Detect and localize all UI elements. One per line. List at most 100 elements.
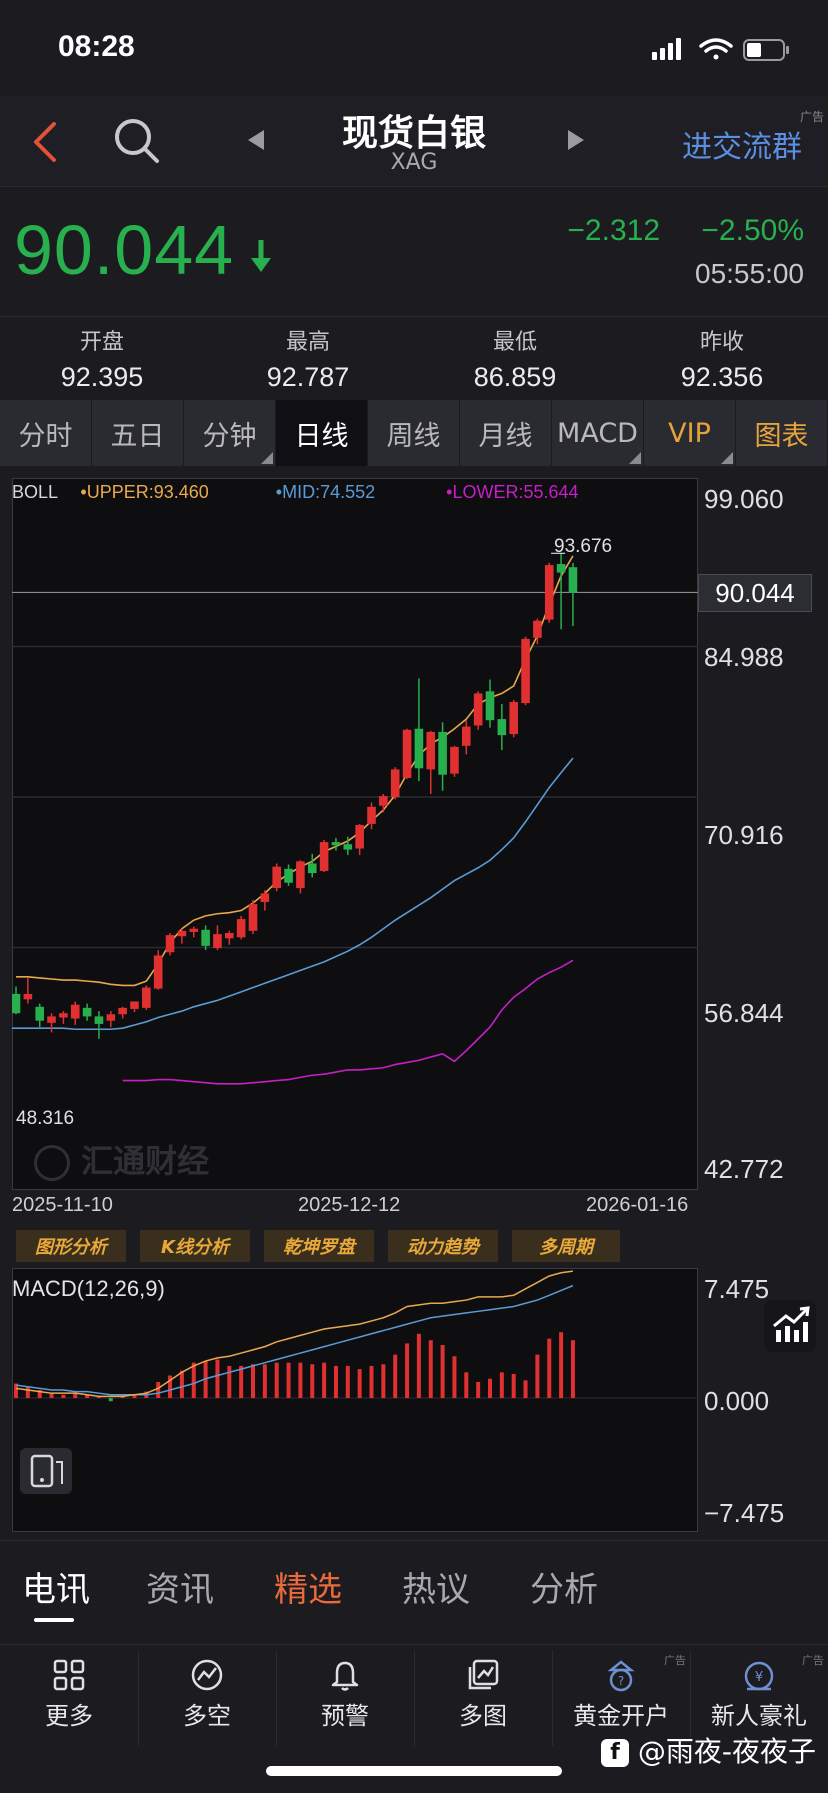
macd-histogram-bar [262, 1364, 267, 1398]
candle-body [153, 955, 163, 989]
macd-label: MACD(12,26,9) [12, 1276, 165, 1301]
candle-body [509, 701, 518, 735]
news-tab-discussion[interactable]: 热议 [402, 1570, 470, 1610]
macd-histogram-bar [405, 1343, 410, 1398]
active-tab-indicator [34, 1618, 74, 1622]
tab-label: 周线 [386, 420, 441, 452]
bottom-nav-long-short[interactable]: 多空 [138, 1650, 277, 1746]
kline-chart[interactable] [12, 478, 698, 1190]
status-time: 08:28 [58, 30, 135, 63]
date-label: 2025-11-10 [12, 1194, 113, 1216]
grid-icon [53, 1659, 85, 1691]
candle-body [556, 564, 566, 573]
news-tab-info[interactable]: 资讯 [146, 1570, 214, 1610]
prev-instrument-icon[interactable] [244, 128, 268, 152]
bottom-nav-more[interactable]: 更多 [0, 1650, 139, 1746]
tab-1[interactable]: 五日 [92, 400, 184, 466]
macd-histogram-bar [49, 1393, 54, 1398]
price-change: −2.312 [567, 214, 660, 247]
tab-label: 图表 [754, 420, 809, 452]
tab-6[interactable]: MACD [552, 400, 644, 466]
tab-2[interactable]: 分钟 [184, 400, 276, 466]
news-tab-analysis[interactable]: 分析 [530, 1570, 598, 1610]
candle-body [331, 842, 341, 846]
macd-histogram-bar [369, 1365, 374, 1398]
macd-histogram-bar [120, 1396, 125, 1398]
candle-body [307, 863, 317, 874]
home-indicator[interactable] [266, 1766, 562, 1776]
date-label: 2025-12-12 [298, 1194, 401, 1216]
bottom-nav-new-user-gift[interactable]: 广告 ¥ 新人豪礼 [690, 1650, 828, 1746]
macd-histogram-bar [227, 1365, 232, 1398]
bottom-nav-label: 更多 [45, 1702, 93, 1730]
bottom-nav-multi-chart[interactable]: 多图 [414, 1650, 553, 1746]
search-icon[interactable] [112, 116, 162, 166]
macd-panel[interactable] [12, 1268, 698, 1532]
candle-body [390, 769, 400, 798]
kline-chart-panel[interactable] [12, 478, 698, 1190]
macd-histogram-bar [14, 1383, 18, 1398]
candle-body [35, 1006, 44, 1021]
ad-tag: 广告 [802, 1654, 824, 1667]
stat-label: 最高 [285, 330, 330, 355]
tab-4[interactable]: 周线 [368, 400, 460, 466]
bottom-nav-label: 新人豪礼 [711, 1702, 807, 1730]
macd-histogram-bar [61, 1394, 66, 1398]
macd-histogram-bar [464, 1372, 469, 1398]
macd-histogram-bar [132, 1394, 137, 1398]
next-instrument-icon[interactable] [564, 128, 588, 152]
wifi-icon [699, 38, 733, 60]
macd-histogram-bar [191, 1362, 196, 1398]
candle-body [544, 565, 554, 620]
boll-upper-label: •UPPER:93.460 [80, 482, 209, 502]
cellular-signal-icon [652, 38, 681, 60]
macd-dea-line [15, 1284, 574, 1396]
svg-text:¥: ¥ [755, 1670, 763, 1685]
macd-dif-line [15, 1270, 574, 1398]
tab-label: VIP [668, 417, 711, 449]
tool-pattern-analysis-button[interactable]: 图形分析 [16, 1230, 126, 1262]
tool-kline-analysis-button[interactable]: K线分析 [140, 1230, 250, 1262]
candle-body [462, 726, 471, 746]
boll-label: BOLL [12, 482, 58, 502]
news-tab-telegraph[interactable]: 电讯 [22, 1570, 90, 1610]
indicator-switch-button[interactable] [20, 1448, 72, 1494]
back-arrow-icon[interactable] [30, 120, 60, 164]
tab-label: 五日 [110, 420, 165, 452]
bottom-nav-gold-account[interactable]: 广告 ? 黄金开户 [552, 1650, 691, 1746]
trend-chart-icon [773, 1306, 810, 1342]
macd-y-label: −7.475 [704, 1498, 785, 1528]
candle-body [533, 620, 542, 638]
tab-3[interactable]: 日线 [276, 400, 368, 466]
instrument-title: 现货白银 [341, 113, 486, 154]
macd-histogram-bar [452, 1356, 457, 1398]
join-group-link[interactable]: 进交流群 [682, 130, 802, 165]
candle-body [367, 806, 376, 824]
macd-chart[interactable] [12, 1268, 698, 1532]
stat-value: 92.787 [266, 362, 350, 392]
tab-0[interactable]: 分时 [0, 400, 92, 466]
macd-histogram-bar [85, 1394, 90, 1398]
bottom-nav-label: 预警 [321, 1702, 369, 1730]
y-axis-label: 99.060 [704, 484, 784, 514]
stat-value: 86.859 [473, 362, 557, 392]
candle-body [414, 728, 424, 769]
tool-compass-button[interactable]: 乾坤罗盘 [264, 1230, 374, 1262]
tab-5[interactable]: 月线 [460, 400, 552, 466]
bottom-nav-alert[interactable]: 预警 [276, 1650, 415, 1746]
stat-label: 最低 [492, 330, 537, 355]
tool-momentum-button[interactable]: 动力趋势 [388, 1230, 498, 1262]
macd-histogram-bar [333, 1365, 338, 1398]
stat-value: 92.395 [60, 362, 144, 392]
macd-histogram-bar [298, 1362, 303, 1398]
candle-body [59, 1013, 68, 1018]
tab-7[interactable]: VIP [644, 400, 736, 466]
tool-multi-period-button[interactable]: 多周期 [512, 1230, 620, 1262]
candle-body [94, 1016, 104, 1024]
news-tab-featured[interactable]: 精选 [274, 1570, 342, 1610]
boll-mid-line [12, 757, 574, 1031]
watermark-logo-icon [34, 1145, 70, 1181]
tab-8[interactable]: 图表 [736, 400, 828, 466]
trend-analysis-button[interactable] [764, 1300, 816, 1352]
boll-lower-line [122, 959, 574, 1085]
